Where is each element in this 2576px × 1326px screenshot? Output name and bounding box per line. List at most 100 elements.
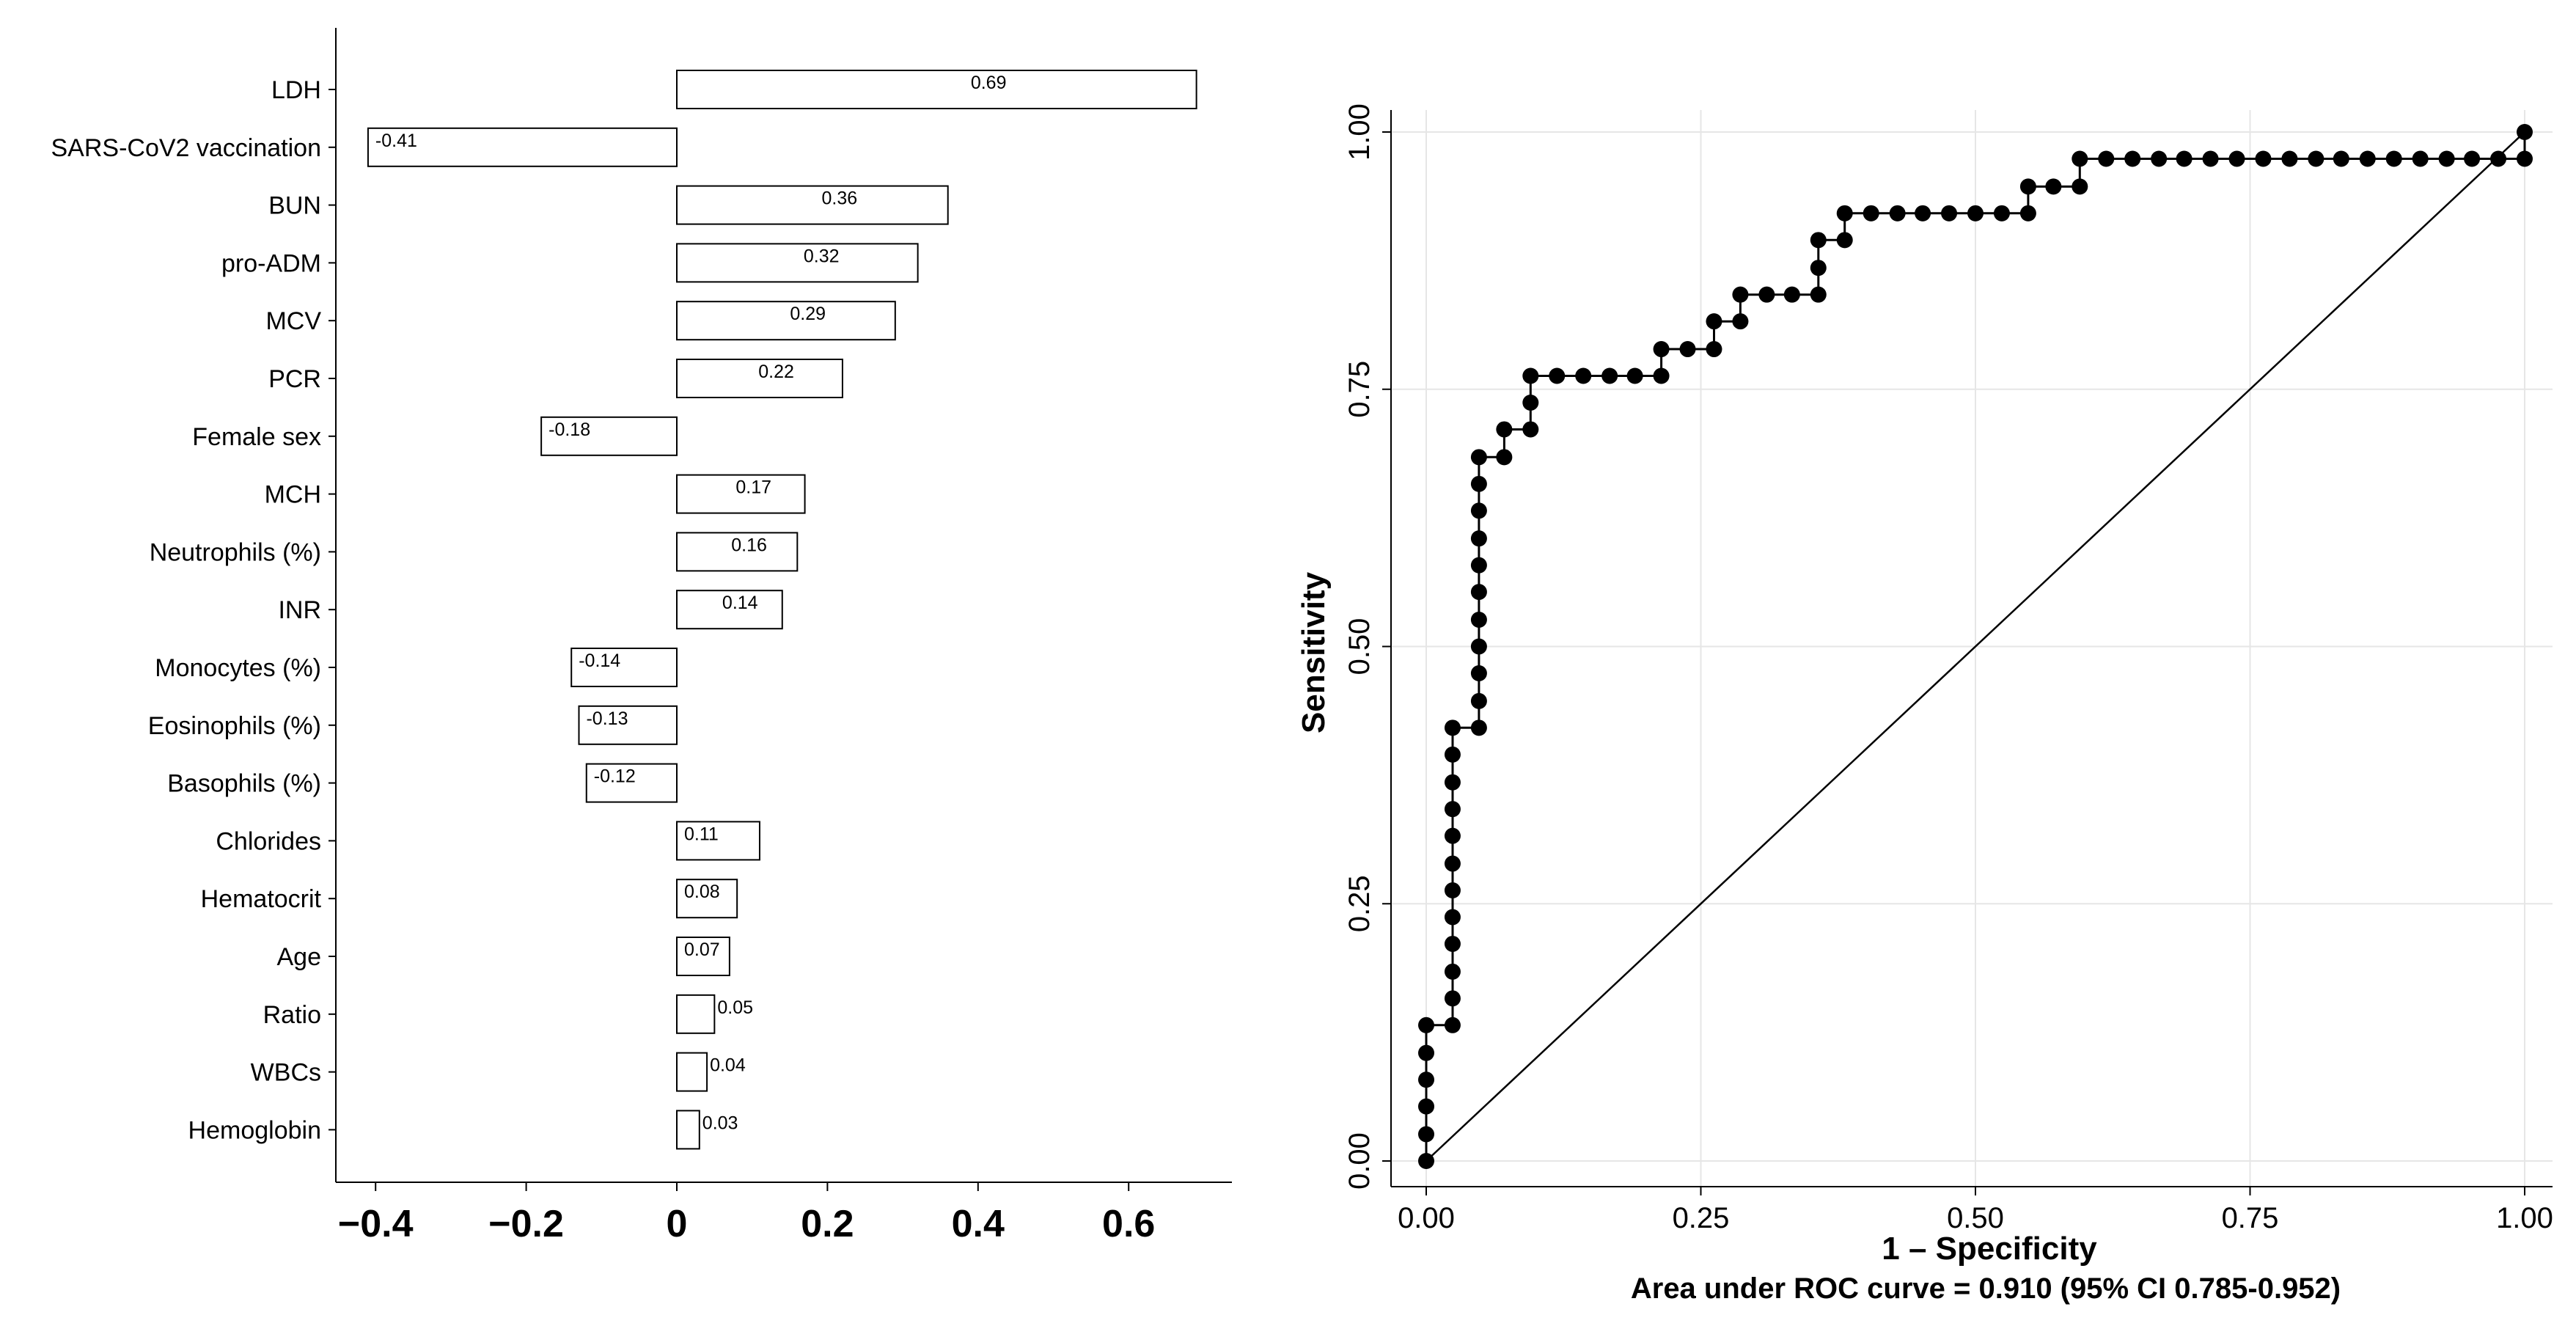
roc-point xyxy=(1575,367,1592,384)
roc-point xyxy=(1418,1017,1434,1033)
bar xyxy=(676,879,738,919)
category-label: MCH xyxy=(265,481,321,509)
bar-x-tick-label: 0.2 xyxy=(801,1203,854,1245)
roc-point xyxy=(1470,612,1487,629)
roc-auc-annotation: Area under ROC curve = 0.910 (95% CI 0.7… xyxy=(1631,1272,2341,1305)
category-label: PCR xyxy=(268,365,321,393)
roc-point xyxy=(2490,150,2507,167)
roc-point xyxy=(1889,205,1906,221)
roc-point xyxy=(1470,664,1487,681)
category-label: BUN xyxy=(268,192,321,220)
roc-point xyxy=(1679,341,1696,358)
roc-x-tick-label: 1.00 xyxy=(2496,1202,2553,1234)
category-label: INR xyxy=(278,596,321,624)
bar xyxy=(676,243,919,283)
roc-point xyxy=(1706,341,1722,358)
roc-point xyxy=(2438,150,2455,167)
roc-point xyxy=(2517,150,2533,167)
roc-point xyxy=(1418,1126,1434,1143)
bar-value-label: -0.41 xyxy=(375,131,417,151)
roc-point xyxy=(1993,205,2010,221)
bar-value-label: 0.05 xyxy=(717,997,753,1018)
roc-point xyxy=(2464,150,2481,167)
bar xyxy=(540,416,678,456)
bar-x-tick-label: 0.4 xyxy=(952,1203,1005,1245)
roc-point xyxy=(2019,178,2036,195)
roc-point xyxy=(2151,150,2168,167)
roc-point xyxy=(1758,286,1775,303)
roc-y-tick-label: 0.00 xyxy=(1343,1132,1376,1190)
bar-value-label: 0.69 xyxy=(971,73,1007,93)
roc-point xyxy=(1836,205,1853,221)
bar-value-label: 0.22 xyxy=(758,362,794,382)
roc-x-tick-label: 0.75 xyxy=(2222,1202,2279,1234)
roc-point xyxy=(1549,367,1566,384)
roc-point xyxy=(1444,963,1461,980)
bar xyxy=(676,590,783,630)
category-label: Chlorides xyxy=(216,827,321,855)
category-label: MCV xyxy=(265,307,321,335)
roc-chart-panel: 0.00 0.25 0.50 0.75 1.00 0.00 0.25 0.50 0.75 1.00… xyxy=(1296,103,2553,1305)
bar xyxy=(578,705,678,745)
category-label: Hematocrit xyxy=(201,885,322,913)
bar xyxy=(570,648,678,687)
roc-point xyxy=(1863,205,1879,221)
roc-y-tick-label: 0.50 xyxy=(1343,618,1376,675)
roc-point xyxy=(1444,1017,1461,1033)
category-label: WBCs xyxy=(251,1059,321,1087)
bar-value-label: 0.16 xyxy=(731,535,767,555)
bar-value-label: 0.14 xyxy=(722,593,758,613)
bar-value-label: 0.11 xyxy=(684,824,719,844)
roc-point xyxy=(1732,286,1749,303)
roc-point xyxy=(1470,692,1487,709)
roc-plot-area: 0.00 0.25 0.50 0.75 1.00 0.00 0.25 0.50 0.75 1.00 xyxy=(1343,103,2553,1234)
roc-point xyxy=(1418,1098,1434,1115)
roc-point xyxy=(1444,827,1461,844)
roc-point xyxy=(1444,801,1461,818)
bar xyxy=(676,474,806,514)
roc-point xyxy=(2019,205,2036,221)
roc-point xyxy=(2333,150,2349,167)
roc-point xyxy=(1626,367,1643,384)
roc-point xyxy=(2124,150,2141,167)
bar-value-label: 0.17 xyxy=(735,477,771,498)
roc-point xyxy=(1470,449,1487,466)
category-label: SARS-CoV2 vaccination xyxy=(51,134,321,162)
roc-x-tick-label: 0.00 xyxy=(1398,1202,1455,1234)
category-label: Ratio xyxy=(263,1001,321,1029)
roc-point xyxy=(1470,638,1487,655)
roc-point xyxy=(1470,530,1487,547)
bar xyxy=(676,70,1197,109)
roc-point xyxy=(1941,205,1958,221)
bar-x-tick-label: −0.2 xyxy=(488,1203,564,1245)
bar-value-label: 0.29 xyxy=(790,304,826,324)
roc-point xyxy=(2281,150,2298,167)
roc-point xyxy=(1418,1153,1434,1169)
roc-point xyxy=(1470,584,1487,601)
roc-point xyxy=(1653,341,1670,358)
roc-point xyxy=(2176,150,2192,167)
bar xyxy=(676,359,843,398)
roc-reference-line xyxy=(1425,131,2525,1162)
roc-point xyxy=(2098,150,2115,167)
roc-point xyxy=(1444,935,1461,952)
roc-point xyxy=(1836,232,1853,249)
bar xyxy=(676,301,896,341)
bar xyxy=(676,994,716,1034)
roc-point xyxy=(1706,313,1722,330)
bar xyxy=(676,185,949,225)
roc-point xyxy=(1444,746,1461,763)
roc-point xyxy=(1470,719,1487,736)
bar-value-label: 0.07 xyxy=(684,939,720,960)
category-label: Basophils (%) xyxy=(167,770,321,798)
roc-point xyxy=(1470,557,1487,574)
bar-value-label: 0.36 xyxy=(821,188,857,209)
roc-point xyxy=(1810,286,1827,303)
roc-point xyxy=(2359,150,2376,167)
bar-value-label: -0.12 xyxy=(594,766,636,787)
roc-point xyxy=(1783,286,1800,303)
bar xyxy=(676,1110,700,1150)
bar xyxy=(676,821,760,861)
category-label: Neutrophils (%) xyxy=(150,538,321,566)
roc-point xyxy=(1810,260,1827,276)
